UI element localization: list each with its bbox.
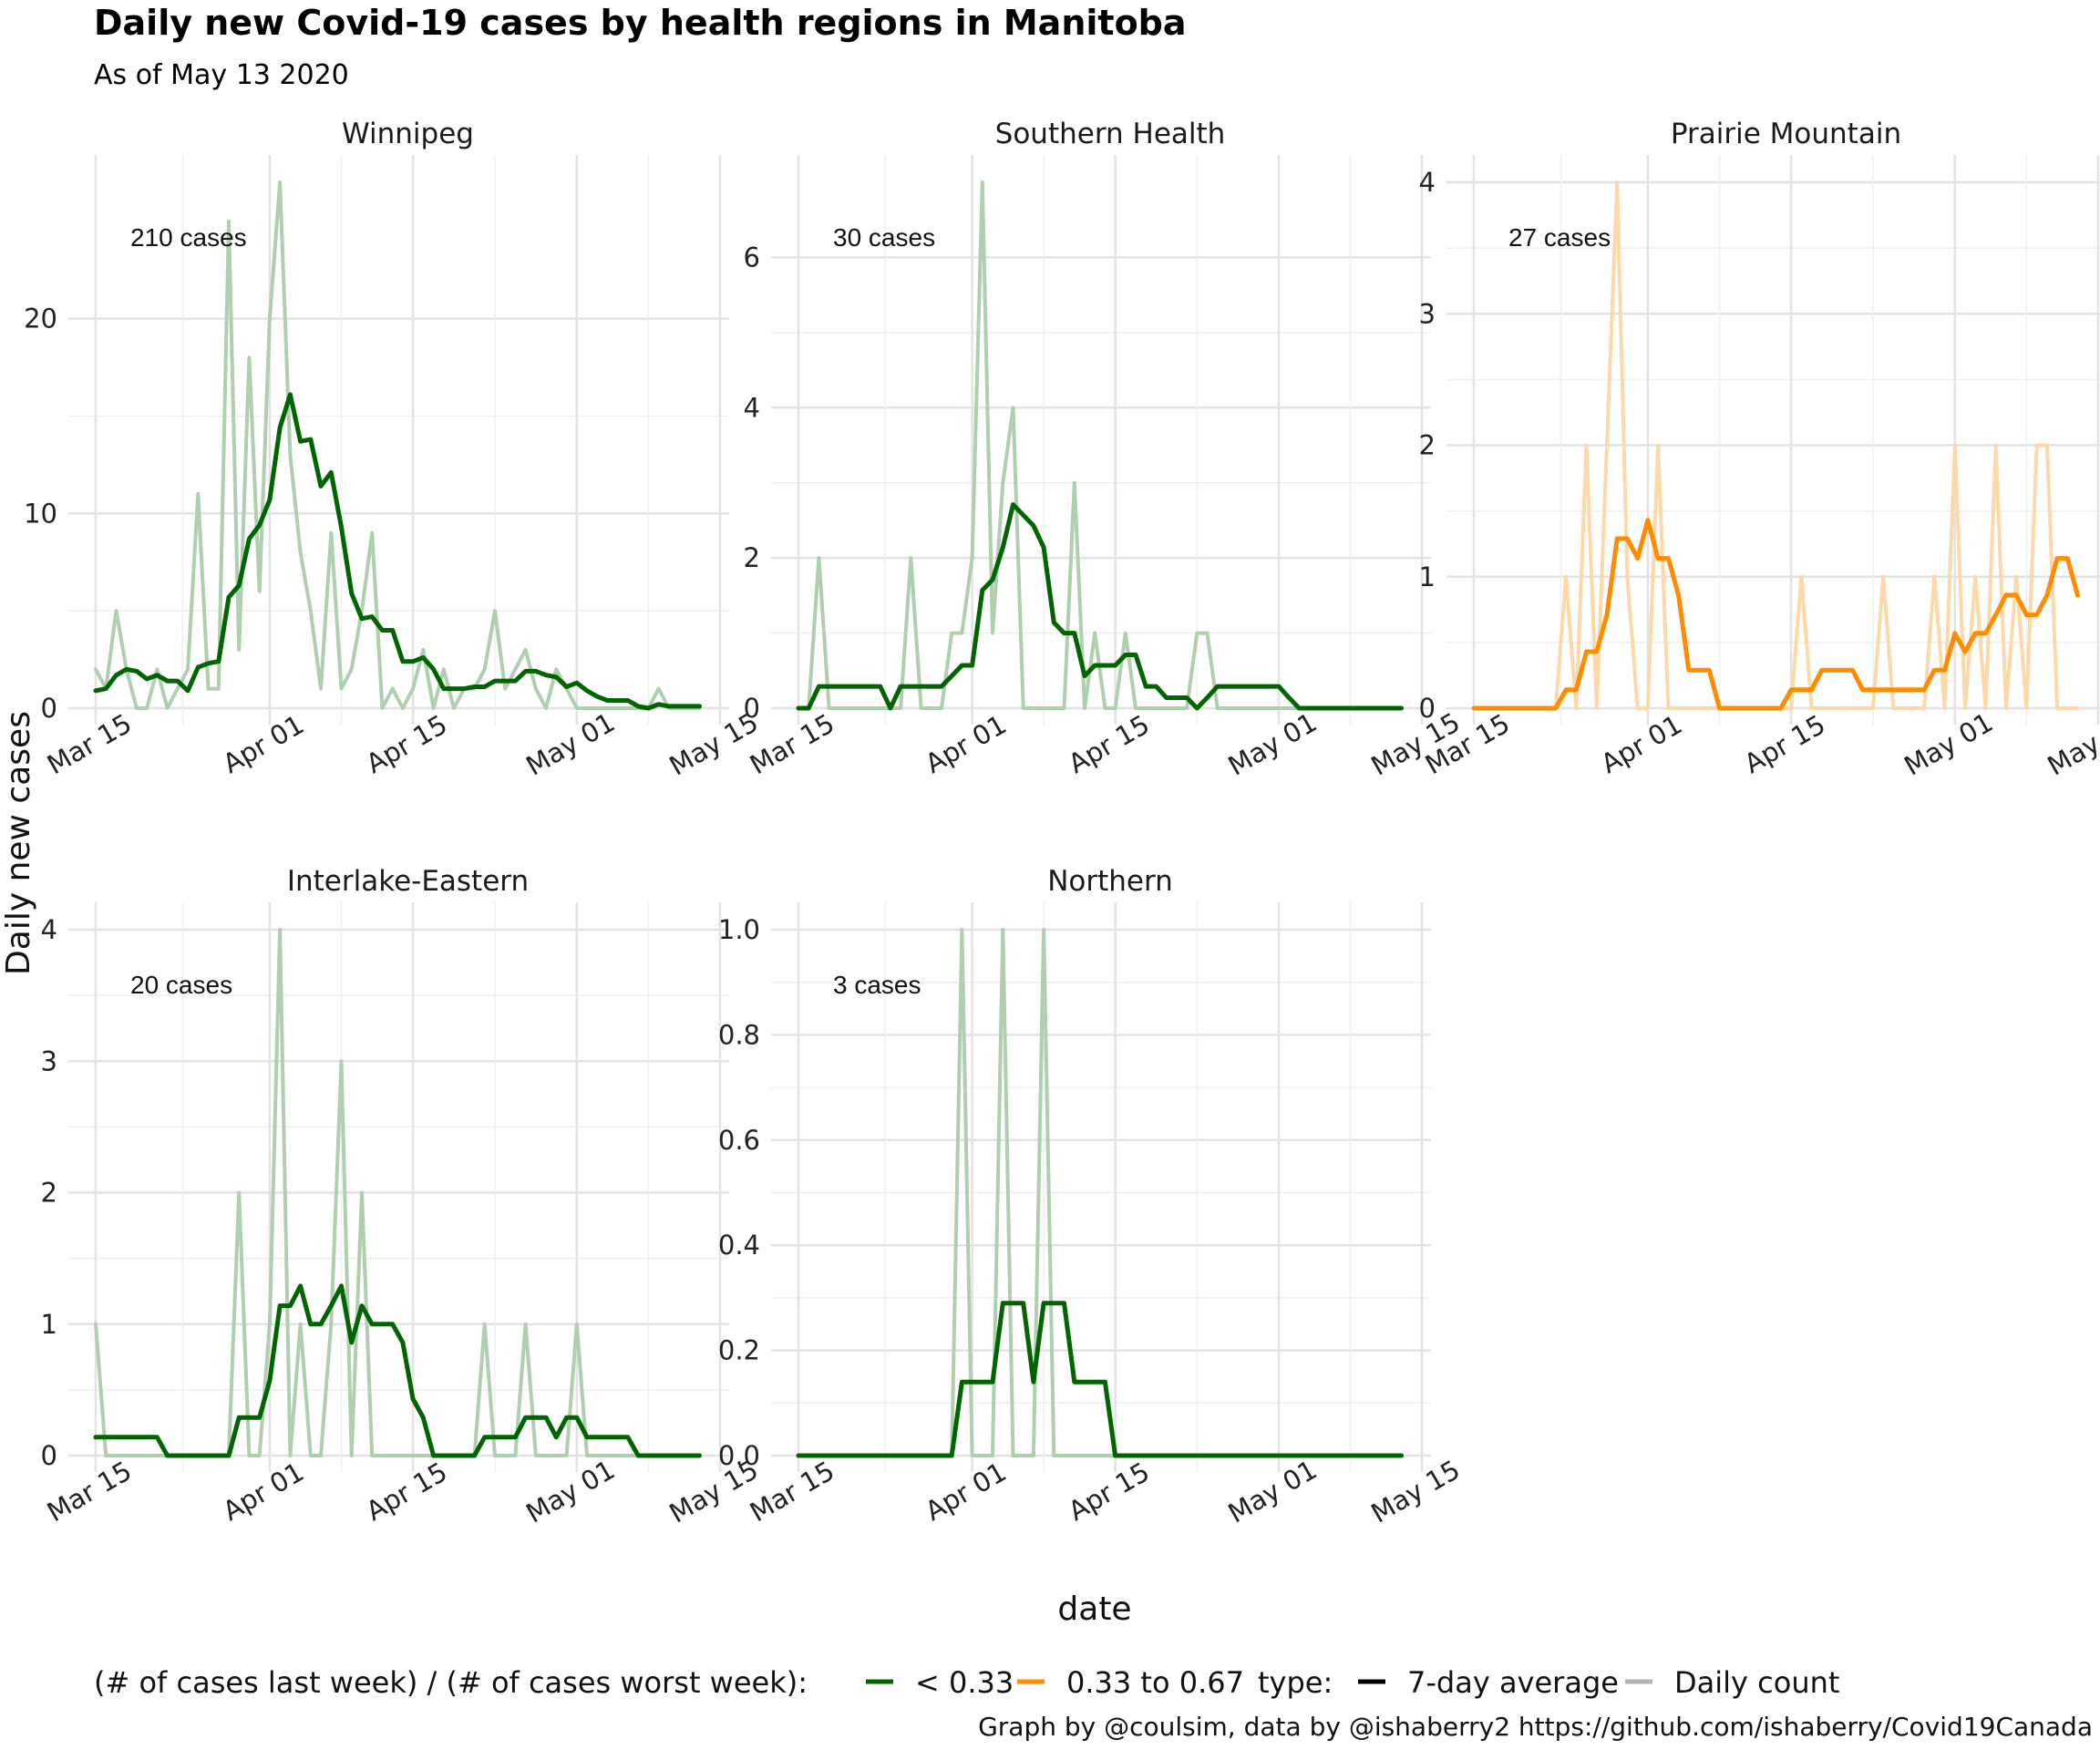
chart-title: Daily new Covid-19 cases by health regio… (94, 3, 1187, 43)
x-axis-label: date (1057, 1590, 1131, 1628)
y-axis-label: Daily new cases (0, 711, 37, 975)
case-total-annotation: 27 cases (1508, 223, 1611, 252)
x-tick-label: Apr 01 (218, 709, 309, 780)
x-tick-label: May 01 (520, 706, 620, 781)
y-tick-label: 1.0 (718, 914, 760, 945)
daily-count-line-southern-health (797, 180, 1404, 710)
x-tick-label: May 15 (1366, 1454, 1466, 1529)
x-tick-label: May 01 (1223, 706, 1323, 781)
y-tick-label: 2 (1419, 430, 1436, 461)
facet-strip-prairie-mountain: Prairie Mountain (1671, 118, 1901, 150)
facet-strip-winnipeg: Winnipeg (342, 118, 474, 150)
legend-label: Daily count (1674, 1665, 1839, 1700)
case-total-annotation: 20 cases (130, 971, 232, 999)
legend-label: 0.33 to 0.67 (1066, 1665, 1244, 1700)
x-tick-label: May 15 (2043, 706, 2100, 781)
y-tick-label: 4 (744, 392, 760, 423)
y-tick-label: 0 (41, 693, 57, 724)
facet-strip-southern-health: Southern Health (995, 118, 1226, 150)
legend: (# of cases last week) / (# of cases wor… (94, 1665, 1839, 1700)
x-tick-label: Apr 01 (920, 709, 1011, 780)
y-tick-label: 6 (744, 242, 760, 273)
chart-subtitle: As of May 13 2020 (94, 59, 349, 91)
7-day-average-line-prairie-mountain (1471, 518, 2080, 711)
legend-label: 7-day average (1407, 1665, 1619, 1700)
y-tick-label: 0 (744, 693, 760, 724)
x-tick-label: Apr 15 (361, 709, 452, 780)
y-tick-label: 0 (41, 1440, 57, 1471)
y-tick-label: 3 (41, 1045, 57, 1076)
facet-strip-northern: Northern (1047, 865, 1173, 898)
y-tick-label: 1 (41, 1309, 57, 1340)
y-tick-label: 0 (1419, 693, 1436, 724)
x-tick-label: Apr 01 (920, 1457, 1011, 1528)
x-tick-label: Apr 01 (1596, 709, 1687, 780)
legend-ratio-title: (# of cases last week) / (# of cases wor… (94, 1665, 808, 1700)
case-total-annotation: 3 cases (833, 971, 921, 999)
x-tick-label: May 01 (1899, 706, 1998, 781)
x-tick-label: May 01 (520, 1454, 620, 1529)
legend-type-title: type: (1258, 1665, 1333, 1700)
y-tick-label: 1 (1419, 561, 1436, 592)
daily-count-line-winnipeg (94, 180, 702, 710)
y-tick-label: 0.2 (718, 1335, 760, 1366)
x-tick-label: Apr 15 (361, 1457, 452, 1528)
y-tick-label: 10 (24, 498, 57, 529)
y-tick-label: 2 (744, 542, 760, 573)
x-tick-label: Apr 15 (1739, 709, 1830, 780)
y-tick-label: 0.6 (718, 1125, 760, 1156)
y-tick-label: 4 (41, 914, 57, 945)
y-tick-label: 0.0 (718, 1440, 760, 1471)
y-tick-label: 2 (41, 1178, 57, 1209)
7-day-average-line-winnipeg (93, 392, 702, 711)
legend-label: < 0.33 (915, 1665, 1014, 1700)
y-tick-label: 20 (24, 304, 57, 335)
caption: Graph by @coulsim, data by @ishaberry2 h… (978, 1712, 2093, 1742)
x-tick-label: Apr 01 (218, 1457, 309, 1528)
x-tick-label: May 01 (1223, 1454, 1323, 1529)
y-tick-label: 0.4 (718, 1230, 760, 1261)
y-tick-label: 4 (1419, 167, 1436, 198)
7-day-average-line-southern-health (796, 502, 1405, 711)
x-tick-label: Apr 15 (1063, 709, 1154, 780)
y-tick-label: 0.8 (718, 1019, 760, 1050)
y-tick-label: 3 (1419, 298, 1436, 329)
case-total-annotation: 210 cases (130, 223, 247, 252)
7-day-average-line-northern (796, 1301, 1405, 1458)
case-total-annotation: 30 cases (833, 223, 935, 252)
7-day-average-line-interlake-eastern (93, 1283, 702, 1458)
x-tick-label: Apr 15 (1063, 1457, 1154, 1528)
facet-strip-interlake-eastern: Interlake-Eastern (287, 865, 529, 898)
